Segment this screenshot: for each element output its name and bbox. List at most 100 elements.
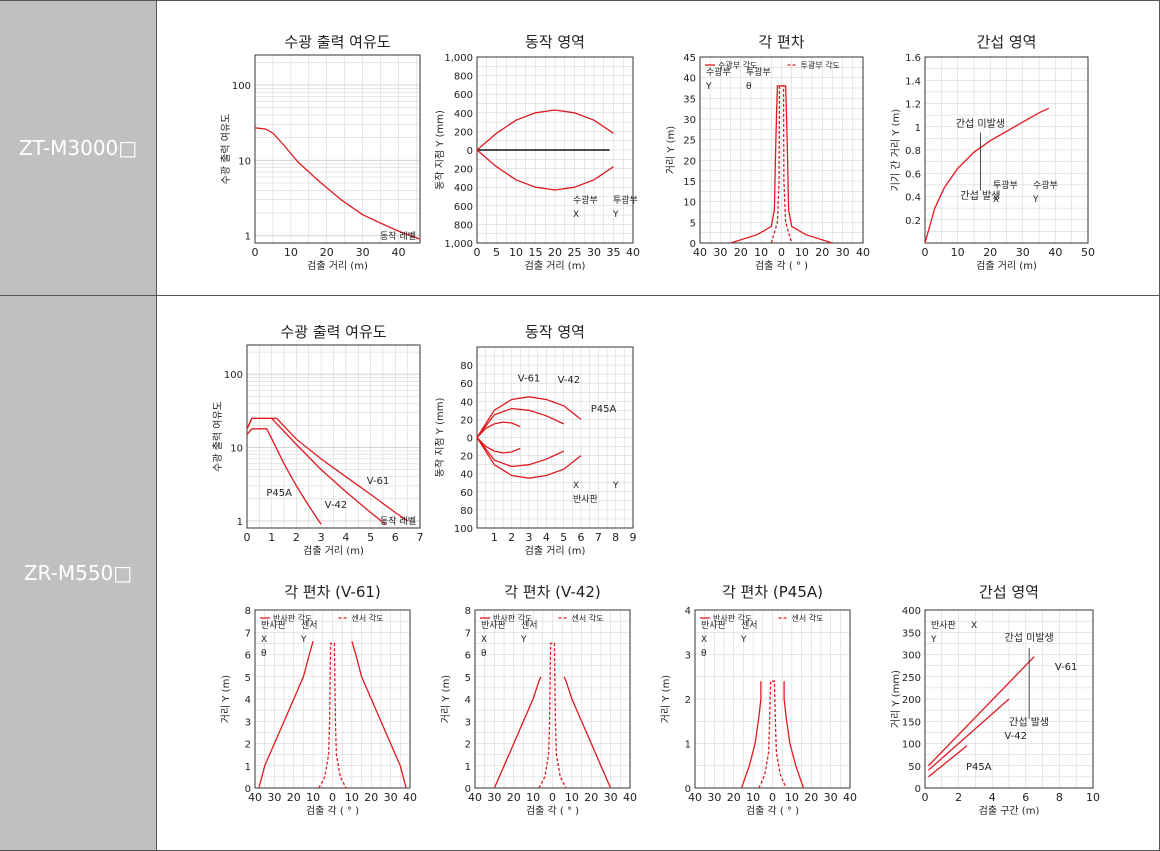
x-tick-label: 2: [955, 791, 962, 804]
x-axis-label: 검출 각 ( ° ): [755, 260, 808, 272]
inset-label: Y: [705, 82, 712, 92]
x-tick-label: 40: [623, 791, 637, 804]
series-line: [351, 641, 407, 789]
x-tick-label: 9: [630, 531, 637, 544]
inset-label: θ: [261, 649, 267, 659]
x-tick-label: 3: [318, 531, 325, 544]
operation-level-note: 동작 레벨: [380, 516, 416, 527]
y-tick-label: 200: [902, 695, 921, 706]
y-tick-label: 100: [454, 524, 473, 535]
y-axis-label: 동작 지점 Y (mm): [435, 110, 446, 190]
y-tick-label: 400: [454, 109, 473, 120]
x-tick-label: 20: [320, 246, 334, 259]
x-axis-label: 검출 거리 (m): [303, 545, 364, 557]
plot-frame: [924, 56, 1089, 244]
y-tick-label: 15: [683, 177, 696, 188]
series-line: [493, 676, 542, 789]
x-tick-label: 40: [391, 246, 405, 259]
y-tick-label: 8: [465, 606, 471, 617]
x-tick-label: 35: [607, 246, 621, 259]
x-tick-label: 30: [587, 246, 601, 259]
y-tick-label: 40: [460, 470, 473, 481]
y-tick-label: 100: [232, 81, 251, 92]
y-axis-label: 거리 Y (m): [440, 675, 452, 724]
plot-frame: [254, 54, 421, 244]
series-line: [927, 745, 968, 778]
y-tick-label: 6: [465, 651, 471, 662]
x-tick-label: 10: [951, 246, 965, 259]
y-tick-label: 3: [685, 651, 691, 662]
x-tick-label: 0: [778, 246, 785, 259]
y-tick-label: 0: [467, 146, 473, 157]
x-tick-label: 20: [507, 791, 521, 804]
inset-label: 투광부: [993, 179, 1018, 191]
inset-label: 반사판: [701, 620, 726, 631]
x-tick-label: 20: [364, 791, 378, 804]
inset-label: 반사판: [931, 620, 956, 631]
chart-title: 수광 출력 여유도: [280, 325, 386, 341]
chart-title: 각 편차 (P45A): [722, 585, 823, 601]
chart-title: 각 편차 (V-42): [504, 585, 601, 601]
y-tick-label: 35: [683, 94, 696, 105]
y-tick-label: 80: [460, 506, 473, 517]
y-tick-label: 1.2: [905, 100, 921, 111]
chart-title: 수광 출력 여유도: [284, 35, 390, 51]
y-tick-label: 7: [465, 628, 471, 639]
y-tick-label: 7: [245, 628, 251, 639]
inset-label: X: [573, 210, 579, 220]
x-tick-label: 20: [584, 791, 598, 804]
inset-label: Y: [300, 635, 307, 645]
x-tick-label: 30: [713, 246, 727, 259]
plot-frame: [699, 56, 864, 244]
series-line: [476, 437, 564, 468]
inset-label: θ: [746, 82, 752, 92]
x-tick-label: 30: [356, 246, 370, 259]
inset-label: 반사판: [261, 620, 286, 631]
x-tick-label: 2: [293, 531, 300, 544]
chart-title: 동작 영역: [525, 35, 585, 51]
series-line: [538, 642, 567, 789]
x-tick-label: 6: [392, 531, 399, 544]
y-tick-label: 100: [902, 740, 921, 751]
inset-label: Y: [930, 635, 937, 645]
legend-label: 수광부 각도: [718, 60, 757, 70]
y-tick-label: 1: [915, 123, 921, 134]
y-tick-label: 0.6: [905, 169, 921, 180]
y-tick-label: 45: [683, 53, 696, 64]
series-line: [476, 437, 582, 479]
x-tick-label: 30: [707, 791, 721, 804]
series-label: V-61: [518, 373, 541, 384]
y-tick-label: 60: [460, 488, 473, 499]
y-tick-label: 1: [245, 232, 251, 243]
series-line: [740, 681, 762, 789]
inset-label: X: [993, 195, 999, 205]
plot-frame: [474, 609, 631, 789]
x-tick-label: 30: [604, 791, 618, 804]
chart-title: 간섭 영역: [979, 585, 1039, 601]
x-tick-label: 10: [345, 791, 359, 804]
x-tick-label: 4: [342, 531, 349, 544]
series-line: [476, 407, 564, 438]
x-tick-label: 10: [1086, 791, 1100, 804]
x-tick-label: 15: [529, 246, 543, 259]
series-line: [927, 698, 1010, 771]
x-tick-label: 0: [549, 791, 556, 804]
y-tick-label: 800: [454, 72, 473, 83]
chart-title: 각 편차: [758, 35, 804, 51]
x-tick-label: 25: [568, 246, 582, 259]
x-tick-label: 30: [487, 791, 501, 804]
x-tick-label: 20: [727, 791, 741, 804]
inset-label: 센서: [301, 620, 318, 631]
series-label: P45A: [591, 404, 617, 415]
series-line: [476, 396, 582, 438]
x-tick-label: 30: [1016, 246, 1030, 259]
y-tick-label: 1: [465, 762, 471, 773]
x-tick-label: 10: [795, 246, 809, 259]
x-tick-label: 40: [688, 791, 702, 804]
x-axis-label: 검출 구간 (m): [979, 805, 1040, 817]
inset-label: 투광부: [746, 66, 771, 78]
inset-label: 수광부: [1033, 179, 1058, 191]
y-tick-label: 0: [245, 784, 251, 795]
x-tick-label: 50: [1081, 246, 1095, 259]
